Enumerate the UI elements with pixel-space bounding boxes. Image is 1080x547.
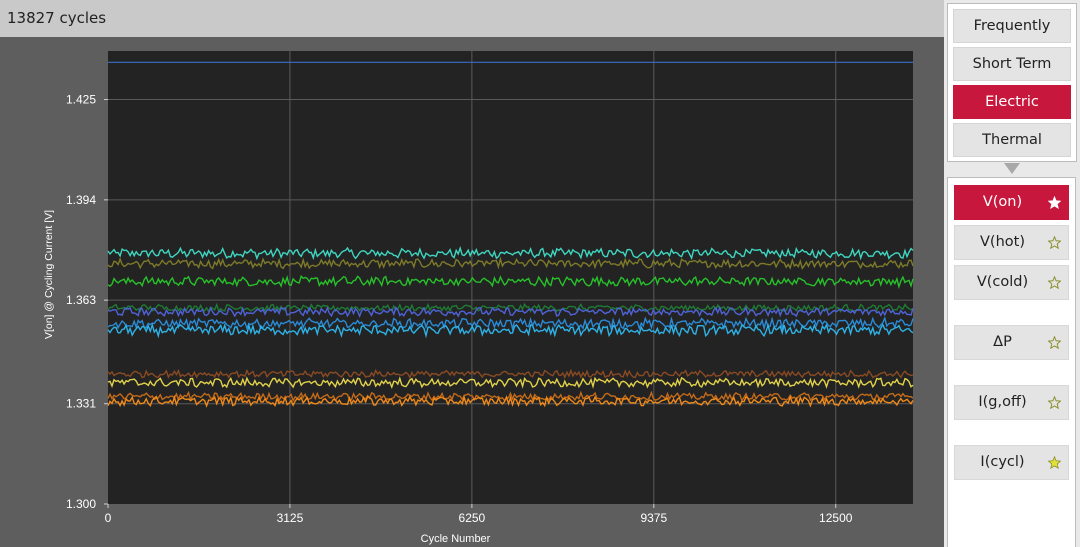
y-tick-label: 1.394 (66, 193, 96, 207)
chart-panel: 0 3125 6250 9375 12500 1.300 1.331 1.363 1.394 1.… (0, 37, 944, 547)
favorite-star-icon[interactable] (1048, 396, 1061, 409)
series-line (107, 390, 914, 403)
param-vcold-label: V(cold) (976, 274, 1029, 290)
right-panel: Frequently Used Short Term Electric Ther… (944, 0, 1080, 547)
favorite-star-icon[interactable] (1048, 336, 1061, 349)
x-tick-label: 6250 (459, 511, 486, 525)
x-tick-label: 3125 (277, 511, 304, 525)
param-deltap-button[interactable]: ΔP (954, 325, 1069, 360)
favorite-star-icon[interactable] (1048, 236, 1061, 249)
param-deltap-label: ΔP (993, 334, 1012, 350)
category-electric[interactable]: Electric (953, 85, 1071, 119)
category-short-term[interactable]: Short Term (953, 47, 1071, 81)
param-vhot-button[interactable]: V(hot) (954, 225, 1069, 260)
param-igoff-button[interactable]: I(g,off) (954, 385, 1069, 420)
param-vhot-label: V(hot) (980, 234, 1025, 250)
menu-pointer-icon (1004, 163, 1020, 174)
series-line (107, 368, 914, 380)
x-tick-label: 9375 (640, 511, 667, 525)
favorite-star-icon[interactable] (1048, 196, 1061, 209)
series-line (107, 322, 914, 339)
series-line (107, 256, 914, 270)
series-line (107, 376, 914, 390)
y-axis-title: V[on] @ Cycling Current [V] (43, 210, 55, 339)
plot-area (108, 51, 913, 504)
y-tick-label: 1.425 (66, 93, 96, 107)
param-igoff-label: I(g,off) (978, 394, 1027, 410)
x-axis-title: Cycle Number (421, 533, 491, 545)
series-line (107, 245, 914, 261)
favorite-star-icon[interactable] (1048, 276, 1061, 289)
param-von-button[interactable]: V(on) (954, 185, 1069, 220)
param-icycl-label: I(cycl) (980, 454, 1025, 470)
series-line (107, 316, 914, 332)
series-line (107, 305, 914, 318)
param-vcold-button[interactable]: V(cold) (954, 265, 1069, 300)
category-menu: Frequently Used Short Term Electric Ther… (947, 3, 1077, 162)
parameter-list: V(on) V(hot) V(cold) ΔP I(g,off) I(cycl) (947, 177, 1076, 547)
cycle-count-label: 13827 cycles (7, 9, 107, 27)
param-icycl-button[interactable]: I(cycl) (954, 445, 1069, 480)
y-tick-label: 1.300 (66, 497, 96, 511)
series-line (107, 274, 914, 290)
line-chart: 0 3125 6250 9375 12500 1.300 1.331 1.363 1.394 1.… (43, 51, 914, 545)
y-tick-label: 1.363 (66, 293, 96, 307)
x-tick-label: 12500 (819, 511, 853, 525)
category-thermal[interactable]: Thermal (953, 123, 1071, 157)
series-line (107, 394, 914, 408)
x-tick-label: 0 (105, 511, 112, 525)
favorite-star-icon[interactable] (1048, 456, 1061, 469)
top-bar: 13827 cycles (0, 0, 944, 37)
param-von-label: V(on) (982, 194, 1023, 210)
y-tick-label: 1.331 (66, 397, 96, 411)
category-frequently-used[interactable]: Frequently Used (953, 9, 1071, 66)
